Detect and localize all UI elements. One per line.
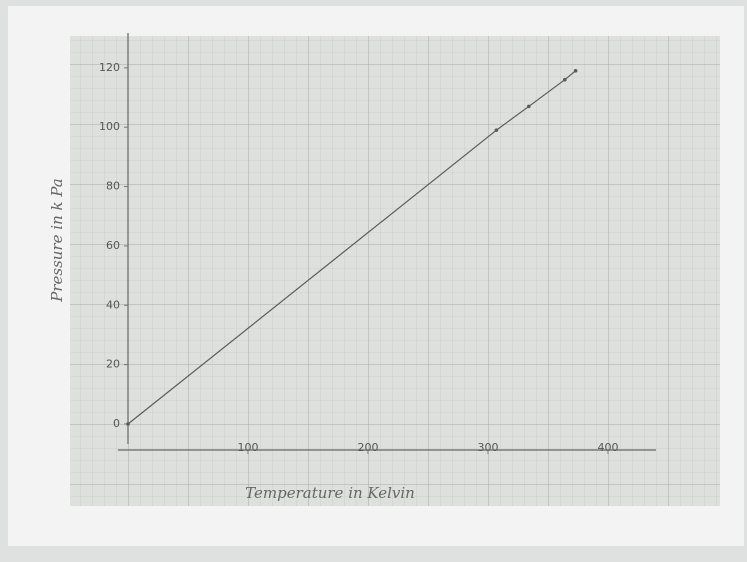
- y-tick-label: 80: [106, 180, 120, 193]
- graph-grid: [70, 36, 720, 506]
- x-tick-label: 400: [598, 441, 619, 454]
- y-tick-label: 120: [99, 61, 120, 74]
- y-tick-label: 20: [106, 358, 120, 371]
- y-tick-label: 40: [106, 298, 120, 311]
- y-axis-label: Pressure in k Pa: [48, 178, 66, 302]
- x-tick-label: 100: [238, 441, 259, 454]
- y-tick-label: 100: [99, 120, 120, 133]
- data-point: [573, 69, 578, 73]
- data-point: [494, 128, 499, 132]
- y-tick-label: 60: [106, 239, 120, 252]
- data-point: [527, 104, 531, 109]
- data-point: [563, 77, 567, 82]
- y-tick-label: 0: [113, 417, 120, 430]
- data-point: [126, 422, 130, 426]
- x-tick-label: 200: [358, 441, 379, 454]
- x-tick-label: 300: [478, 441, 499, 454]
- x-axis-label: Temperature in Kelvin: [245, 484, 415, 502]
